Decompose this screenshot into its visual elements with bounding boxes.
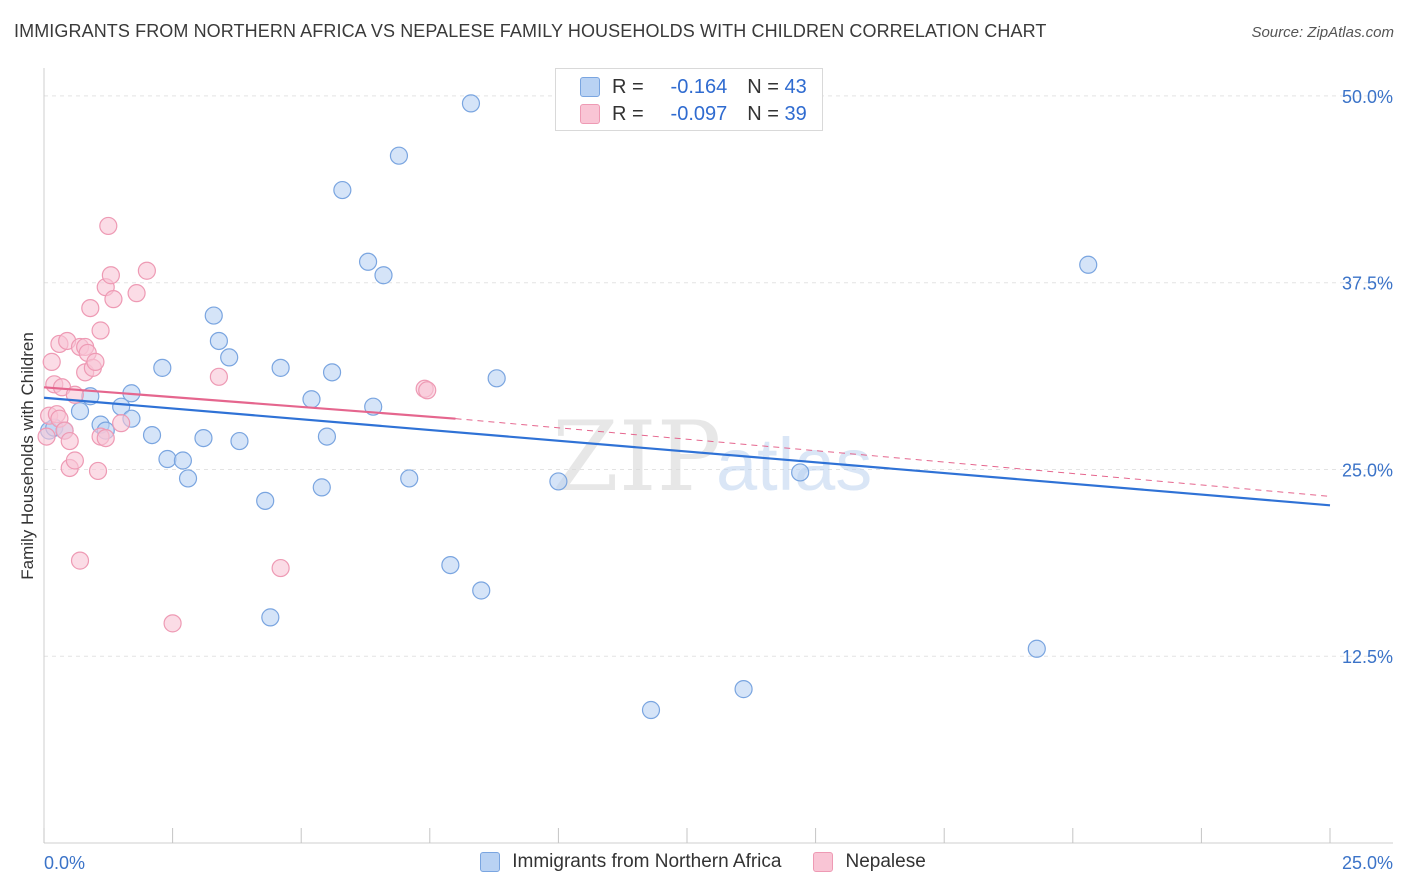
- data-point-nepalese: [104, 290, 123, 309]
- legend-row-immigrants: R = -0.164 N = 43: [580, 75, 807, 99]
- data-point-immigrants: [791, 463, 810, 482]
- legend-row-nepalese: R = -0.097 N = 39: [580, 102, 807, 126]
- data-point-nepalese: [88, 461, 108, 481]
- gridlines: [44, 95, 1393, 657]
- data-point-immigrants: [1027, 639, 1046, 658]
- correlation-legend: R = -0.164 N = 43 R = -0.097 N = 39: [555, 68, 823, 131]
- data-point-immigrants: [209, 331, 228, 351]
- data-point-immigrants: [312, 478, 331, 497]
- data-point-immigrants: [194, 428, 213, 448]
- data-point-immigrants: [461, 94, 481, 113]
- data-point-immigrants: [487, 369, 506, 388]
- legend-swatch-blue: [480, 852, 501, 872]
- legend-swatch-pink: [580, 104, 600, 124]
- data-point-nepalese: [101, 266, 120, 285]
- data-point-immigrants: [549, 472, 568, 491]
- series-immigrants-points: [40, 94, 1098, 720]
- data-point-immigrants: [389, 146, 409, 165]
- data-point-immigrants: [256, 491, 275, 510]
- n-value: 43: [784, 75, 807, 98]
- data-point-nepalese: [91, 321, 110, 340]
- r-label: R =: [612, 102, 644, 125]
- series-legend: Immigrants from Northern Africa Nepalese: [0, 851, 1406, 873]
- y-tick-label: 12.5%: [1342, 647, 1393, 667]
- data-point-immigrants: [322, 363, 342, 382]
- data-point-immigrants: [220, 348, 239, 367]
- data-point-immigrants: [358, 252, 378, 271]
- legend-swatch-blue: [580, 77, 600, 97]
- data-point-immigrants: [204, 306, 223, 325]
- data-point-immigrants: [400, 469, 419, 488]
- watermark: ZIP atlas: [552, 401, 872, 513]
- x-tick-label: 0.0%: [44, 853, 85, 873]
- axes: [43, 68, 1393, 844]
- data-point-immigrants: [317, 427, 337, 446]
- r-label: R =: [612, 75, 644, 98]
- data-point-nepalese: [418, 381, 437, 400]
- y-tick-label: 25.0%: [1342, 460, 1393, 480]
- y-tick-label: 37.5%: [1342, 274, 1393, 294]
- data-point-immigrants: [158, 449, 177, 469]
- data-point-immigrants: [333, 180, 352, 200]
- data-point-immigrants: [142, 425, 162, 445]
- data-point-nepalese: [65, 451, 84, 470]
- n-value: 39: [784, 102, 807, 125]
- data-point-nepalese: [271, 558, 290, 578]
- source-label: Source: ZipAtlas.com: [1251, 24, 1394, 41]
- data-point-immigrants: [734, 680, 753, 699]
- data-point-nepalese: [70, 551, 90, 570]
- data-point-immigrants: [302, 390, 321, 409]
- data-point-nepalese: [137, 261, 156, 280]
- data-point-nepalese: [37, 427, 56, 446]
- trend-line-immigrants: [43, 396, 1331, 507]
- data-point-immigrants: [261, 608, 280, 627]
- r-value: -0.164: [670, 75, 728, 98]
- data-point-immigrants: [364, 397, 383, 416]
- tick-labels: 12.5% 25.0% 37.5% 50.0% 0.0% 25.0%: [44, 87, 1393, 873]
- x-tick-label: 25.0%: [1342, 853, 1393, 873]
- legend-label: Nepalese: [845, 851, 926, 872]
- data-point-nepalese: [127, 284, 146, 303]
- data-point-nepalese: [81, 298, 100, 318]
- chart-title: IMMIGRANTS FROM NORTHERN AFRICA VS NEPAL…: [14, 21, 1047, 41]
- n-label: N =: [747, 75, 779, 98]
- legend-label: Immigrants from Northern Africa: [512, 851, 782, 872]
- data-point-immigrants: [153, 358, 172, 377]
- y-tick-label: 50.0%: [1342, 87, 1393, 107]
- data-point-nepalese: [112, 414, 131, 433]
- data-point-nepalese: [86, 352, 105, 371]
- data-point-immigrants: [472, 581, 491, 600]
- watermark-zip: ZIP: [552, 401, 721, 513]
- legend-item-nepalese: Nepalese: [813, 851, 926, 873]
- data-point-immigrants: [173, 451, 192, 470]
- r-value: -0.097: [670, 102, 728, 125]
- trend-lines: [43, 386, 1331, 507]
- data-point-immigrants: [441, 555, 460, 575]
- data-point-immigrants: [1079, 255, 1098, 274]
- legend-item-immigrants: Immigrants from Northern Africa: [480, 851, 781, 873]
- data-point-nepalese: [60, 431, 79, 451]
- data-point-nepalese: [99, 216, 118, 236]
- data-point-immigrants: [178, 469, 198, 488]
- trend-line-nepalese: [43, 386, 456, 420]
- data-point-immigrants: [70, 402, 90, 421]
- data-point-nepalese: [42, 352, 61, 371]
- data-point-immigrants: [641, 700, 661, 720]
- data-point-immigrants: [271, 358, 290, 377]
- trend-line-nepalese-extension: [455, 418, 1331, 497]
- n-label: N =: [747, 102, 779, 125]
- data-point-immigrants: [374, 266, 393, 285]
- legend-swatch-pink: [813, 852, 834, 872]
- data-point-nepalese: [96, 428, 115, 448]
- data-point-immigrants: [230, 431, 249, 451]
- data-point-nepalese: [209, 367, 228, 386]
- data-point-nepalese: [163, 614, 182, 633]
